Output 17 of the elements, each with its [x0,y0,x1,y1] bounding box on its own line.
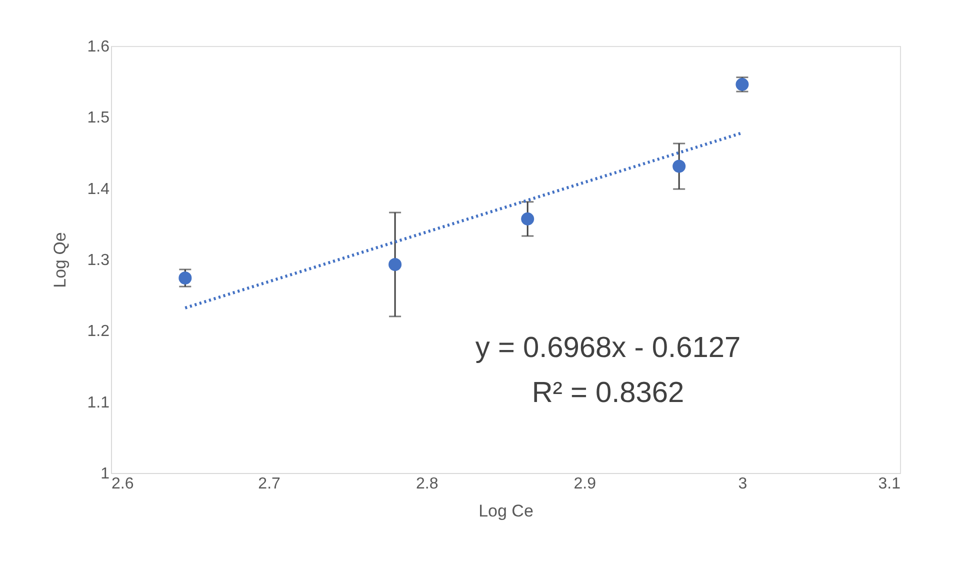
y-tick-label: 1.4 [87,180,110,198]
y-axis-title: Log Qe [50,232,70,288]
annotation: y = 0.6968x - 0.6127 [475,332,741,364]
y-tick-label: 1.6 [87,38,110,56]
x-tick-label: 2.7 [258,476,281,492]
y-tick-label: 1.1 [87,394,110,412]
y-tick-label: 1.3 [87,252,110,269]
x-tick-label: 2.6 [112,476,134,492]
x-tick-label: 3.1 [878,476,901,492]
y-tick-label: 1 [100,466,110,482]
x-axis-title: Log Ce [478,502,534,520]
y-tick-label: 1.2 [87,323,110,340]
annotation: R² = 0.8362 [532,377,684,409]
y-tick-label: 1.5 [87,110,110,127]
x-tick-label: 2.8 [416,476,438,492]
x-tick-label: 2.9 [574,476,596,492]
x-tick-label: 3 [738,476,748,492]
